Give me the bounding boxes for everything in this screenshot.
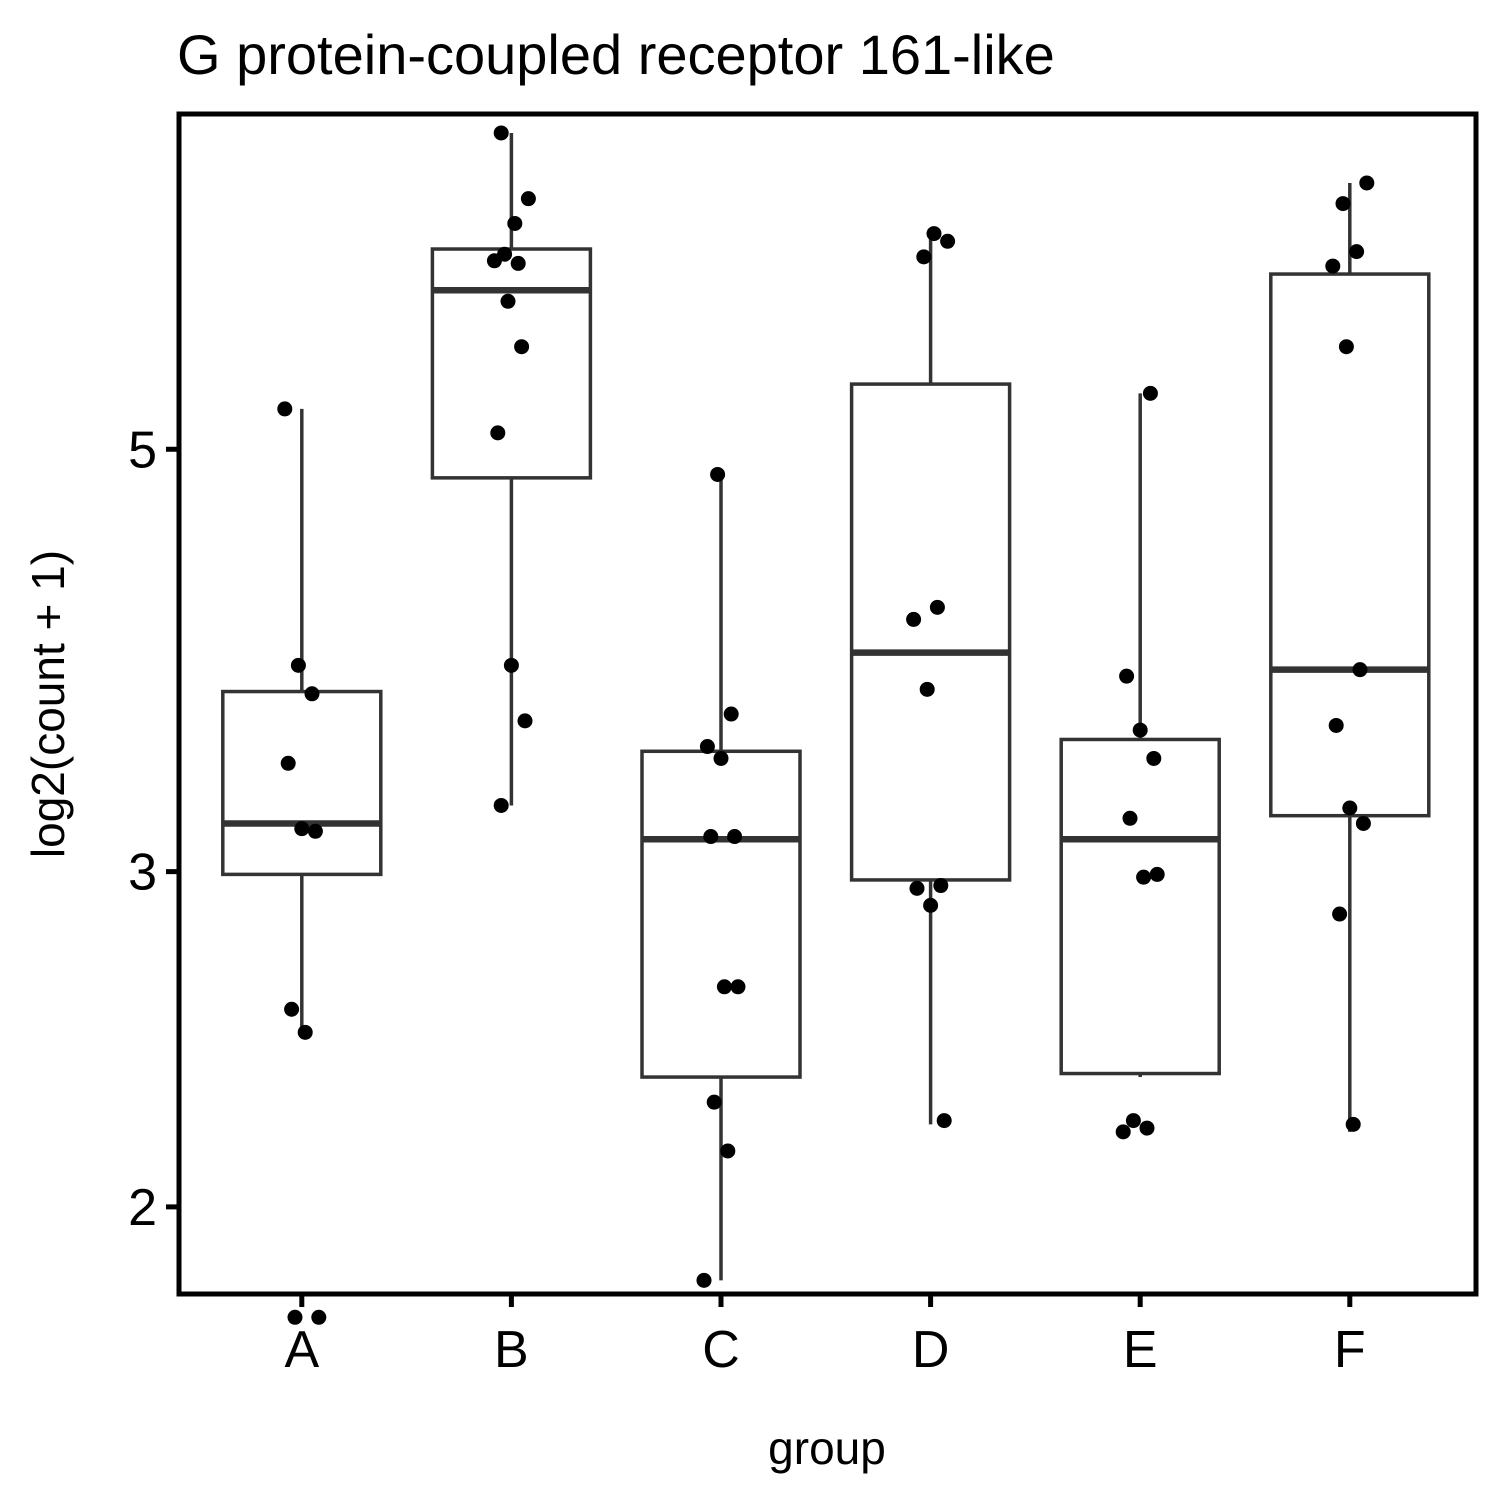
box-iqr [1269,272,1431,818]
data-point [493,125,509,141]
box-f [1269,182,1431,1132]
data-point [507,215,523,231]
data-point [713,750,729,766]
data-point [1115,1124,1131,1140]
data-point [486,253,502,269]
y-axis-title: log2(count + 1) [22,550,74,858]
y-tick-label: 3 [128,844,157,902]
data-point [1325,258,1341,274]
data-point [493,797,509,813]
data-point [699,739,715,755]
data-point [716,979,732,995]
box-iqr [430,247,593,480]
data-point [1119,668,1135,684]
data-point [916,249,932,265]
x-tick-label: F [1334,1321,1366,1379]
data-point [1328,717,1344,733]
data-point [297,1024,313,1040]
plot-panel [176,111,1479,1325]
data-point [1345,1116,1361,1132]
box-e [1059,393,1221,1078]
data-point [1335,196,1351,212]
data-point [1139,1120,1155,1136]
data-point [1146,750,1162,766]
data-point [503,657,519,673]
panel-border [176,111,1479,1297]
x-tick-label: E [1123,1321,1158,1379]
data-point [1132,722,1148,738]
box-iqr [221,689,383,877]
data-point [290,657,306,673]
points-b [486,125,536,813]
data-point [720,1143,736,1159]
box-b [430,132,593,806]
data-point [703,829,719,845]
data-point [906,611,922,627]
x-tick-label: D [912,1321,950,1379]
data-point [727,829,743,845]
data-point [311,1309,327,1325]
box-a [221,408,383,1033]
data-point [710,466,726,482]
data-point [294,821,310,837]
x-tick-label: C [702,1321,740,1379]
data-point [933,878,949,894]
data-point [1125,1113,1141,1129]
data-point [1338,339,1354,355]
data-point [929,599,945,615]
data-point [520,191,536,207]
points-f [1325,175,1375,1132]
data-point [909,880,925,896]
data-point [277,401,293,417]
x-tick-label: A [284,1321,319,1379]
box-iqr [640,749,802,1079]
points-d [906,226,956,1129]
y-tick-label: 2 [128,1179,157,1237]
box-c [640,474,802,1281]
data-point [287,1309,303,1325]
data-point [510,255,526,271]
data-point [730,979,746,995]
data-point [706,1094,722,1110]
x-tick-label: B [494,1321,529,1379]
points-a [277,401,327,1325]
data-point [284,1001,300,1017]
data-point [1136,869,1152,885]
data-point [1149,866,1165,882]
data-point [1352,662,1368,678]
chart-title: G protein-coupled receptor 161-like [177,23,1055,86]
data-point [926,226,942,242]
y-tick-label: 5 [128,421,157,479]
data-point [490,425,506,441]
data-point [1359,175,1375,191]
data-point [696,1272,712,1288]
box-iqr [1059,737,1221,1076]
data-point [923,897,939,913]
points-c [696,466,746,1288]
points-e [1115,385,1165,1140]
data-point [1122,810,1138,826]
data-point [307,823,323,839]
data-point [1342,800,1358,816]
data-point [936,1113,952,1129]
data-point [517,713,533,729]
data-point [500,293,516,309]
box-d [849,233,1012,1125]
data-point [1355,815,1371,831]
data-point [723,706,739,722]
box-iqr [849,382,1012,882]
data-point [1349,244,1365,260]
data-point [940,233,956,249]
data-point [1332,906,1348,922]
data-point [304,686,320,702]
data-point [919,681,935,697]
data-point [1142,385,1158,401]
data-point [514,339,530,355]
data-point [280,755,296,771]
x-axis-title: group [768,1422,886,1474]
